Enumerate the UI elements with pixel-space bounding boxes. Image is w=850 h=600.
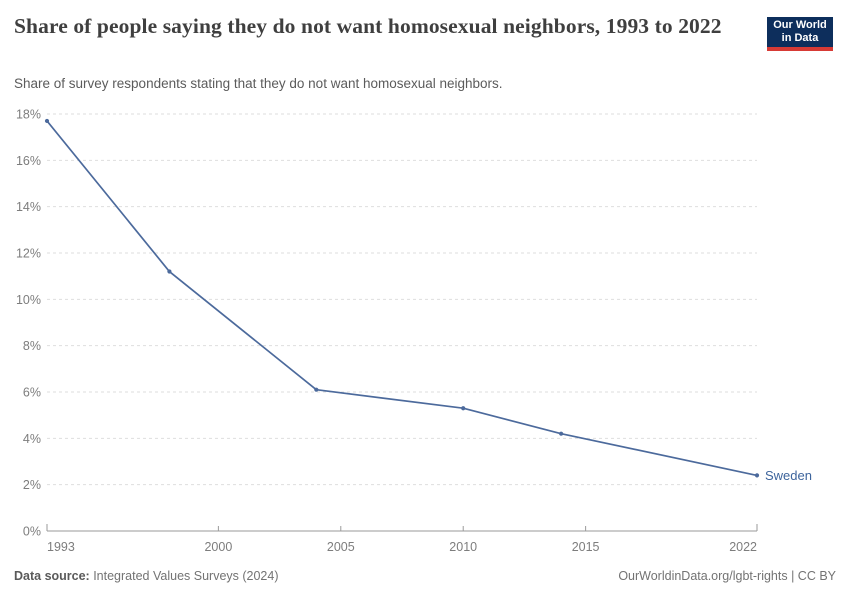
series-line-sweden — [46, 120, 758, 477]
x-axis-label: 2000 — [204, 540, 232, 554]
y-axis-label: 6% — [23, 386, 41, 400]
y-axis-label: 16% — [16, 154, 41, 168]
owid-logo-line1: Our World — [773, 19, 827, 31]
data-point-marker — [754, 473, 760, 478]
chart-footer: Data source: Integrated Values Surveys (… — [14, 569, 836, 583]
data-source-value: Integrated Values Surveys (2024) — [89, 569, 279, 583]
credit-text: OurWorldinData.org/lgbt-rights | CC BY — [618, 569, 836, 583]
data-point-marker — [559, 431, 564, 436]
y-axis-label: 8% — [23, 339, 41, 353]
line-chart: 0% 2% 4% 6% 8% 10% 12% 14% 16% 18% 1993 2000 2005 201… — [16, 108, 812, 555]
x-axis-label: 1993 — [47, 540, 75, 554]
x-axis-label: 2015 — [572, 540, 600, 554]
data-source-label: Data source: — [14, 569, 90, 583]
data-point-marker — [314, 387, 319, 392]
data-point-marker — [44, 118, 50, 124]
y-axis-label: 14% — [16, 200, 41, 214]
x-axis-label: 2005 — [327, 540, 355, 554]
owid-logo-line2: in Data — [781, 32, 819, 44]
x-axis-label: 2022 — [729, 540, 757, 554]
y-axis-label: 4% — [23, 432, 41, 446]
page-title: Share of people saying they do not want … — [14, 14, 722, 38]
y-axis-label: 10% — [16, 293, 41, 307]
series-label-sweden: Sweden — [765, 468, 812, 483]
y-axis-label: 0% — [23, 525, 41, 539]
chart-subtitle: Share of survey respondents stating that… — [14, 76, 503, 91]
y-axis-label: 2% — [23, 478, 41, 492]
data-point-marker — [167, 269, 172, 274]
y-axis-label: 18% — [16, 108, 41, 122]
data-source-text: Data source: Integrated Values Surveys (… — [14, 569, 279, 583]
data-point-marker — [461, 406, 466, 411]
x-axis-label: 2010 — [449, 540, 477, 554]
y-axis-label: 12% — [16, 247, 41, 261]
owid-logo: Our World in Data — [767, 17, 833, 51]
